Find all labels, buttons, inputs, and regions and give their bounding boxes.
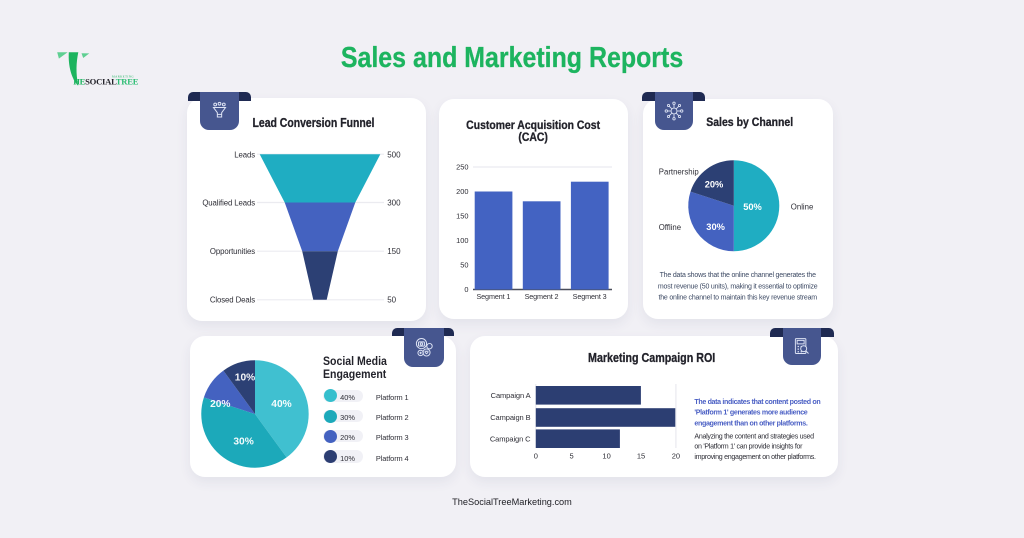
- svg-text:HESOCIALTREE: HESOCIALTREE: [73, 76, 139, 86]
- svg-text:on 'Platform 1' can provide in: on 'Platform 1' can provide insights for: [694, 443, 803, 451]
- svg-text:150: 150: [456, 212, 468, 221]
- svg-text:Campaign B: Campaign B: [490, 413, 530, 422]
- svg-text:the online channel to maintain: the online channel to maintain this key …: [658, 295, 817, 302]
- svg-text:Segment 2: Segment 2: [525, 292, 559, 301]
- svg-text:improving engagement on other: improving engagement on other platforms.: [694, 453, 816, 461]
- svg-text:50%: 50%: [743, 202, 762, 212]
- svg-text:30%: 30%: [233, 437, 253, 448]
- svg-text:50: 50: [387, 296, 396, 305]
- svg-text:30%: 30%: [706, 222, 725, 232]
- svg-text:Leads: Leads: [234, 150, 255, 159]
- svg-text:20: 20: [672, 452, 680, 461]
- svg-text:40%: 40%: [271, 399, 291, 410]
- svg-text:The data indicates that conten: The data indicates that content posted o…: [694, 398, 820, 406]
- svg-text:Opportunities: Opportunities: [210, 247, 255, 256]
- svg-text:Segment 1: Segment 1: [476, 292, 510, 301]
- svg-text:Offline: Offline: [659, 223, 681, 232]
- svg-text:Online: Online: [791, 202, 814, 211]
- svg-text:10: 10: [602, 452, 610, 461]
- svg-text:20%: 20%: [210, 399, 230, 410]
- svg-text:200: 200: [456, 187, 468, 196]
- svg-text:250: 250: [456, 163, 468, 172]
- svg-text:Closed Deals: Closed Deals: [210, 296, 255, 305]
- svg-text:engagement than on other platf: engagement than on other platforms.: [694, 419, 807, 427]
- svg-text:0: 0: [464, 285, 468, 294]
- svg-text:50: 50: [460, 261, 468, 270]
- svg-text:5: 5: [570, 452, 574, 461]
- svg-text:100: 100: [456, 236, 468, 245]
- svg-text:20%: 20%: [705, 180, 724, 190]
- svg-text:Qualified Leads: Qualified Leads: [202, 198, 255, 207]
- svg-text:Partnership: Partnership: [659, 167, 700, 176]
- svg-text:MARKETING: MARKETING: [112, 74, 134, 78]
- svg-text:15: 15: [637, 452, 645, 461]
- svg-text:10%: 10%: [235, 372, 255, 383]
- svg-text:most revenue (50 units), makin: most revenue (50 units), making it essen…: [658, 283, 818, 290]
- svg-text:500: 500: [387, 150, 401, 159]
- svg-text:300: 300: [387, 198, 401, 207]
- svg-text:Campaign C: Campaign C: [490, 434, 531, 443]
- svg-text:The data shows that the online: The data shows that the online channel g…: [660, 272, 816, 279]
- svg-text:Campaign A: Campaign A: [491, 391, 531, 400]
- svg-text:150: 150: [387, 247, 401, 256]
- svg-text:Segment 3: Segment 3: [573, 292, 607, 301]
- svg-text:0: 0: [534, 452, 538, 461]
- svg-text:Analyzing the content and stra: Analyzing the content and strategies use…: [694, 432, 814, 440]
- svg-text:'Platform 1' generates more au: 'Platform 1' generates more audience: [694, 409, 807, 417]
